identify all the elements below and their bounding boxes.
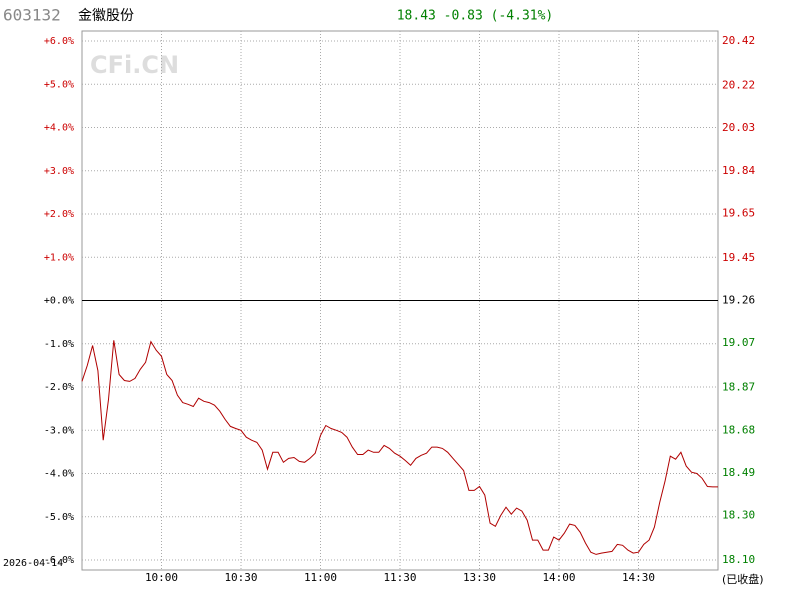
- x-tick-label: 10:30: [224, 571, 257, 584]
- y2-tick-label: 18.30: [722, 508, 755, 521]
- price-line: [81, 340, 718, 555]
- x-tick-label: 14:30: [622, 571, 655, 584]
- y-tick-label: -3.0%: [44, 425, 74, 436]
- y2-tick-label: 18.68: [722, 423, 755, 436]
- y2-tick-label: 20.22: [722, 79, 755, 92]
- y-tick-label: +2.0%: [44, 209, 74, 220]
- y2-tick-label: 20.42: [722, 34, 755, 47]
- y-tick-label: -4.0%: [44, 469, 74, 480]
- y-tick-label: +6.0%: [44, 36, 74, 47]
- watermark: CFi.CN: [90, 51, 179, 79]
- y-tick-label: +3.0%: [44, 166, 74, 177]
- y2-tick-label: 19.84: [722, 164, 755, 177]
- status: (已收盘): [722, 572, 764, 586]
- y2-tick-label: 19.45: [722, 251, 755, 264]
- y2-tick-label: 19.07: [722, 336, 755, 349]
- y2-tick-label: 20.03: [722, 121, 755, 134]
- x-tick-label: 11:00: [304, 571, 337, 584]
- x-tick-label: 11:30: [383, 571, 416, 584]
- y-tick-label: +1.0%: [44, 252, 74, 263]
- y-tick-label: -6.0%: [44, 555, 74, 566]
- y2-tick-label: 19.65: [722, 206, 755, 219]
- y2-tick-label: 19.26: [722, 294, 755, 307]
- y-tick-label: +4.0%: [44, 123, 74, 134]
- stock-code: 603132: [3, 6, 61, 25]
- x-tick-label: 10:00: [145, 571, 178, 584]
- stock-name: 金徽股份: [78, 8, 134, 24]
- date: 2026-04-14: [3, 558, 63, 569]
- y-tick-label: +5.0%: [44, 79, 74, 90]
- y-tick-label: -2.0%: [44, 382, 74, 393]
- x-tick-label: 13:30: [463, 571, 496, 584]
- y2-tick-label: 18.87: [722, 381, 755, 394]
- quote: 18.43 -0.83 (-4.31%): [397, 9, 554, 24]
- x-tick-label: 14:00: [542, 571, 575, 584]
- y-tick-label: -1.0%: [44, 339, 74, 350]
- y2-tick-label: 18.10: [722, 553, 755, 566]
- y-tick-label: +0.0%: [44, 296, 74, 307]
- y-tick-label: -5.0%: [44, 512, 74, 523]
- y2-tick-label: 18.49: [722, 466, 755, 479]
